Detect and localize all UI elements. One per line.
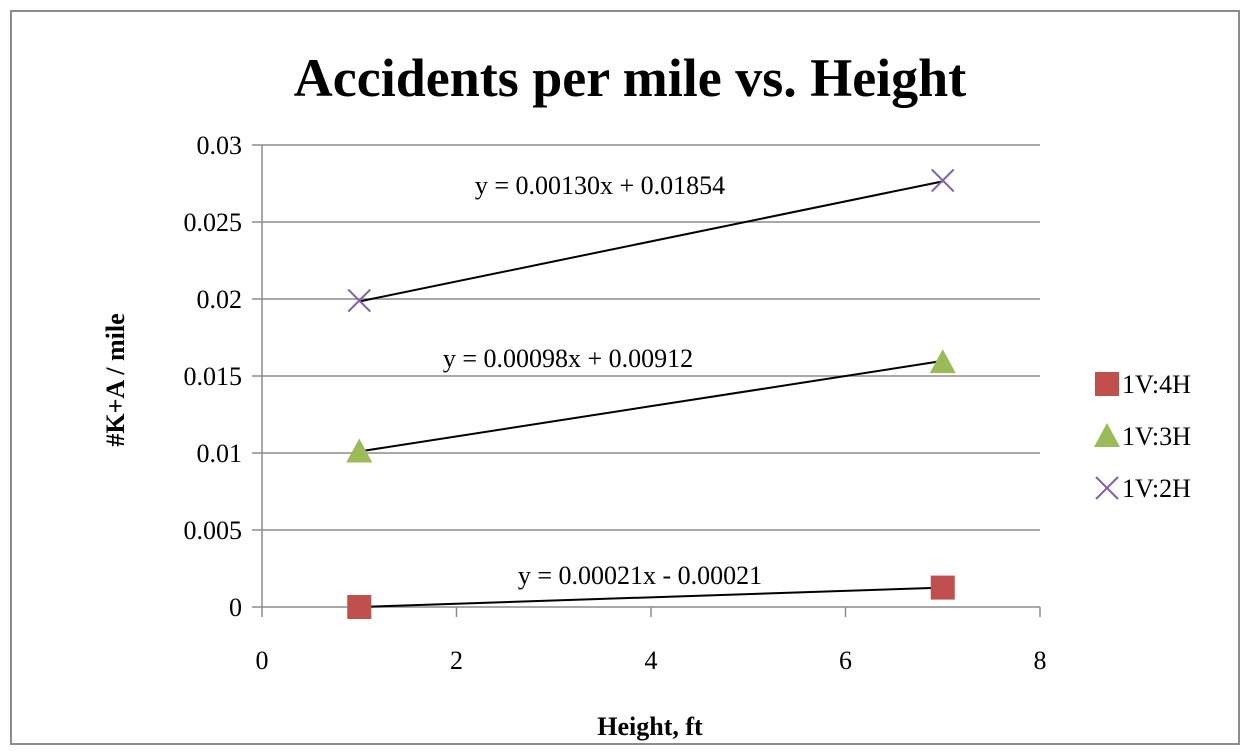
gridlines — [262, 144, 1040, 531]
axes — [252, 144, 1041, 617]
trendline-equation: y = 0.00098x + 0.00912 — [443, 344, 693, 373]
legend-marker — [1095, 372, 1119, 396]
data-point — [930, 575, 955, 600]
chart-area — [10, 10, 1240, 745]
y-tick-labels: 0 0.005 0.01 0.015 0.02 0.025 0.03 — [184, 131, 243, 622]
x-tick-label: 0 — [256, 646, 269, 675]
legend-marker — [1095, 476, 1119, 500]
x-marker-stroke — [931, 168, 955, 193]
x-tick-label: 6 — [839, 646, 852, 675]
y-tick-label: 0 — [229, 593, 242, 622]
x-marker-stroke — [347, 288, 371, 313]
legend-label: 1V:2H — [1122, 474, 1191, 503]
data-point — [931, 168, 955, 193]
trendlines — [359, 180, 943, 608]
data-points — [346, 168, 956, 619]
legend-label: 1V:3H — [1122, 422, 1191, 451]
x-marker-stroke — [1095, 476, 1119, 500]
x-tick-label: 4 — [645, 646, 658, 675]
trendline-equation: y = 0.00130x + 0.01854 — [475, 171, 725, 200]
y-tick-label: 0.01 — [197, 439, 243, 468]
y-axis-label: #K+A / mile — [101, 313, 130, 446]
trendline-equation: y = 0.00021x - 0.00021 — [518, 561, 762, 590]
legend: 1V:4H 1V:3H 1V:2H — [1094, 370, 1191, 503]
x-tick-label: 2 — [450, 646, 463, 675]
y-tick-label: 0.03 — [197, 131, 243, 160]
x-tick-labels: 0 2 4 6 8 — [256, 646, 1047, 675]
chart-title: Accidents per mile vs. Height — [294, 48, 966, 108]
trendline-equations: y = 0.00021x - 0.00021 y = 0.00098x + 0.0… — [443, 171, 762, 590]
data-point — [929, 349, 956, 374]
y-tick-label: 0.015 — [184, 362, 243, 391]
trendline — [359, 180, 943, 303]
trendline — [359, 586, 943, 608]
legend-label: 1V:4H — [1122, 370, 1191, 399]
data-point — [347, 595, 372, 619]
legend-marker — [1094, 423, 1120, 447]
data-point — [347, 288, 371, 313]
y-tick-label: 0.02 — [197, 285, 243, 314]
y-tick-label: 0.025 — [184, 208, 243, 237]
data-point — [346, 438, 373, 463]
y-tick-label: 0.005 — [184, 516, 243, 545]
x-tick-label: 8 — [1034, 646, 1047, 675]
x-axis-label: Height, ft — [597, 712, 703, 741]
trendline — [359, 359, 943, 453]
